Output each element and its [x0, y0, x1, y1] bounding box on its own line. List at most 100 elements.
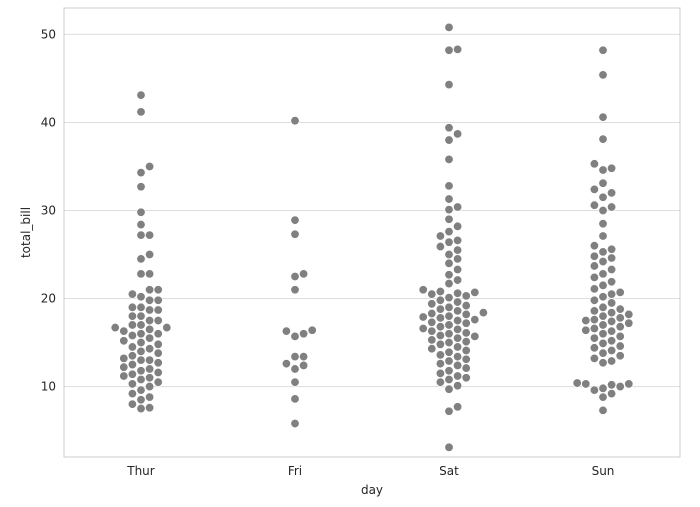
data-point-thur — [119, 353, 129, 363]
data-point-sun — [598, 348, 608, 358]
data-point-sat — [444, 366, 454, 376]
data-point-sat — [461, 301, 471, 311]
data-point-thur — [136, 355, 146, 365]
data-point-sun — [598, 192, 608, 202]
data-point-sat — [444, 406, 454, 416]
data-point-fri — [290, 352, 300, 362]
data-point-sat — [444, 329, 454, 339]
data-point-fri — [299, 329, 309, 339]
data-point-sun — [589, 385, 599, 395]
data-point-sun — [581, 316, 591, 326]
data-point-sun — [598, 405, 608, 415]
data-point-thur — [153, 329, 163, 339]
data-point-sat — [453, 352, 463, 362]
data-point-sun — [607, 264, 617, 274]
y-tick-label: 50 — [41, 27, 56, 41]
data-point-thur — [153, 316, 163, 326]
data-point-sat — [444, 347, 454, 357]
data-point-thur — [145, 316, 155, 326]
y-axis-ticks: 10 20 30 40 50 — [41, 27, 56, 393]
data-point-sat — [427, 317, 437, 327]
x-tick-label: Fri — [288, 464, 302, 478]
data-point-sat — [444, 375, 454, 385]
data-point-thur — [127, 351, 137, 361]
data-point-sat — [444, 194, 454, 204]
data-point-sat — [461, 345, 471, 355]
data-point-thur — [136, 168, 146, 178]
data-point-sun — [598, 247, 608, 257]
data-point-sun — [589, 261, 599, 271]
data-point-sat — [444, 356, 454, 366]
data-point-sat — [453, 342, 463, 352]
data-point-sun — [598, 231, 608, 241]
data-point-sun — [607, 308, 617, 318]
data-point-sat — [453, 371, 463, 381]
data-point-thur — [110, 323, 120, 333]
data-point-sun — [572, 378, 582, 388]
data-point-sat — [418, 312, 428, 322]
data-point-sat — [461, 291, 471, 301]
data-point-sun — [615, 304, 625, 314]
data-point-sun — [598, 257, 608, 267]
data-point-sat — [427, 344, 437, 354]
data-point-fri — [290, 116, 300, 126]
data-point-sun — [598, 320, 608, 330]
data-point-thur — [136, 90, 146, 100]
data-point-sun — [598, 219, 608, 229]
data-point-fri — [281, 359, 291, 369]
data-point-sat — [453, 324, 463, 334]
data-point-fri — [290, 419, 300, 429]
data-point-sat — [453, 44, 463, 54]
data-point-sat — [435, 339, 445, 349]
data-point-sat — [453, 254, 463, 264]
data-point-sun — [607, 163, 617, 173]
data-point-thur — [127, 389, 137, 399]
data-point-sun — [607, 244, 617, 254]
data-point-thur — [127, 320, 137, 330]
data-point-fri — [299, 360, 309, 370]
data-point-sun — [589, 306, 599, 316]
data-point-sat — [444, 270, 454, 280]
data-point-sat — [444, 205, 454, 215]
data-point-sun — [598, 329, 608, 339]
data-point-sat — [444, 214, 454, 224]
data-point-thur — [145, 305, 155, 315]
data-point-sun — [589, 343, 599, 353]
data-point-thur — [145, 285, 155, 295]
data-point-fri — [299, 269, 309, 279]
x-axis-ticks: Thur Fri Sat Sun — [126, 464, 614, 478]
data-point-sat — [444, 154, 454, 164]
data-point-thur — [127, 311, 137, 321]
data-point-sun — [589, 251, 599, 261]
data-point-thur — [145, 324, 155, 334]
data-point-thur — [136, 302, 146, 312]
data-point-thur — [127, 331, 137, 341]
data-point-sun — [598, 45, 608, 55]
data-point-sun — [589, 323, 599, 333]
data-point-sun — [589, 315, 599, 325]
data-point-thur — [127, 379, 137, 389]
data-point-sun — [615, 331, 625, 341]
data-point-sat — [435, 322, 445, 332]
data-point-sat — [444, 442, 454, 452]
data-point-fri — [290, 364, 300, 374]
data-point-sat — [444, 181, 454, 191]
data-point-fri — [281, 326, 291, 336]
data-point-thur — [136, 207, 146, 217]
data-point-sun — [589, 284, 599, 294]
data-point-sat — [418, 285, 428, 295]
data-point-sun — [598, 383, 608, 393]
data-point-fri — [290, 229, 300, 239]
data-point-fri — [290, 215, 300, 225]
data-point-sun — [615, 351, 625, 361]
data-point-sun — [624, 318, 634, 328]
data-point-sat — [444, 45, 454, 55]
data-point-sun — [598, 70, 608, 80]
data-point-sat — [478, 308, 488, 318]
data-point-sun — [598, 134, 608, 144]
data-point-sat — [470, 331, 480, 341]
data-point-sat — [453, 402, 463, 412]
data-point-thur — [136, 182, 146, 192]
data-point-fri — [290, 377, 300, 387]
